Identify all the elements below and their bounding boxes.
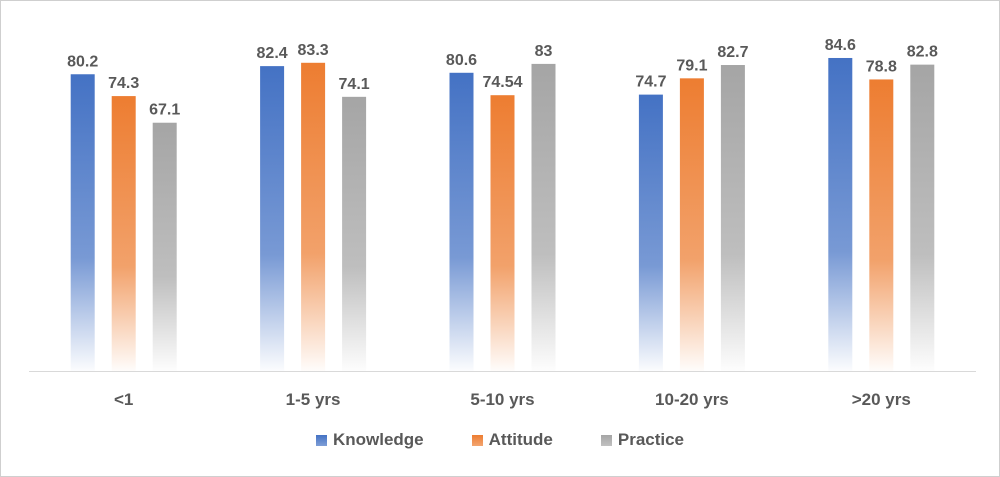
- bar-attitude-4: [869, 79, 894, 371]
- data-label-knowledge-0: 80.2: [67, 53, 98, 70]
- legend-swatch-practice: [600, 434, 612, 446]
- bar-attitude-3: [679, 78, 704, 371]
- bar-attitude-1: [301, 62, 326, 371]
- data-label-knowledge-4: 84.6: [825, 37, 856, 54]
- bar-knowledge-1: [260, 66, 285, 372]
- data-label-practice-4: 82.8: [907, 44, 938, 61]
- category-label-3: 10-20 yrs: [655, 390, 729, 409]
- category-label-2: 5-10 yrs: [470, 390, 534, 409]
- legend-label-knowledge: Knowledge: [332, 430, 424, 449]
- legend: Knowledge Attitude Practice: [0, 425, 1000, 455]
- data-label-attitude-2: 74.54: [482, 74, 522, 91]
- data-label-attitude-3: 79.1: [676, 57, 707, 74]
- bar-practice-1: [342, 96, 367, 371]
- data-label-practice-2: 83: [535, 43, 553, 60]
- bar-practice-3: [720, 65, 745, 371]
- bar-knowledge-3: [638, 94, 663, 372]
- legend-item-attitude: Attitude: [471, 430, 553, 450]
- bar-attitude-0: [111, 96, 136, 371]
- data-label-practice-3: 82.7: [717, 44, 748, 61]
- data-label-attitude-1: 83.3: [298, 42, 329, 59]
- bar-knowledge-4: [828, 57, 853, 371]
- data-label-attitude-4: 78.8: [866, 58, 897, 75]
- legend-item-knowledge: Knowledge: [315, 430, 424, 450]
- bar-practice-4: [910, 64, 935, 371]
- legend-item-practice: Practice: [600, 430, 685, 450]
- bar-practice-0: [152, 122, 177, 371]
- data-label-knowledge-3: 74.7: [635, 74, 666, 91]
- bar-knowledge-0: [70, 74, 95, 371]
- data-label-practice-0: 67.1: [149, 102, 180, 119]
- legend-label-attitude: Attitude: [488, 430, 553, 449]
- data-label-practice-1: 74.1: [339, 76, 370, 93]
- bar-practice-2: [531, 63, 556, 372]
- category-label-4: >20 yrs: [852, 390, 911, 409]
- category-label-1: 1-5 yrs: [286, 390, 341, 409]
- data-label-knowledge-2: 80.6: [446, 52, 477, 69]
- category-label-0: <1: [114, 390, 133, 409]
- legend-swatch-knowledge: [315, 434, 327, 446]
- data-label-attitude-0: 74.3: [108, 75, 139, 92]
- bar-chart: 80.2 74.3 67.1 <1 82.4 83.3 74.1 1-5 yrs 80.6 74.…: [29, 37, 976, 409]
- data-label-knowledge-1: 82.4: [257, 45, 288, 62]
- legend-swatch-attitude: [471, 434, 483, 446]
- legend-label-practice: Practice: [617, 430, 685, 449]
- bar-knowledge-2: [449, 72, 474, 371]
- bar-attitude-2: [490, 95, 515, 372]
